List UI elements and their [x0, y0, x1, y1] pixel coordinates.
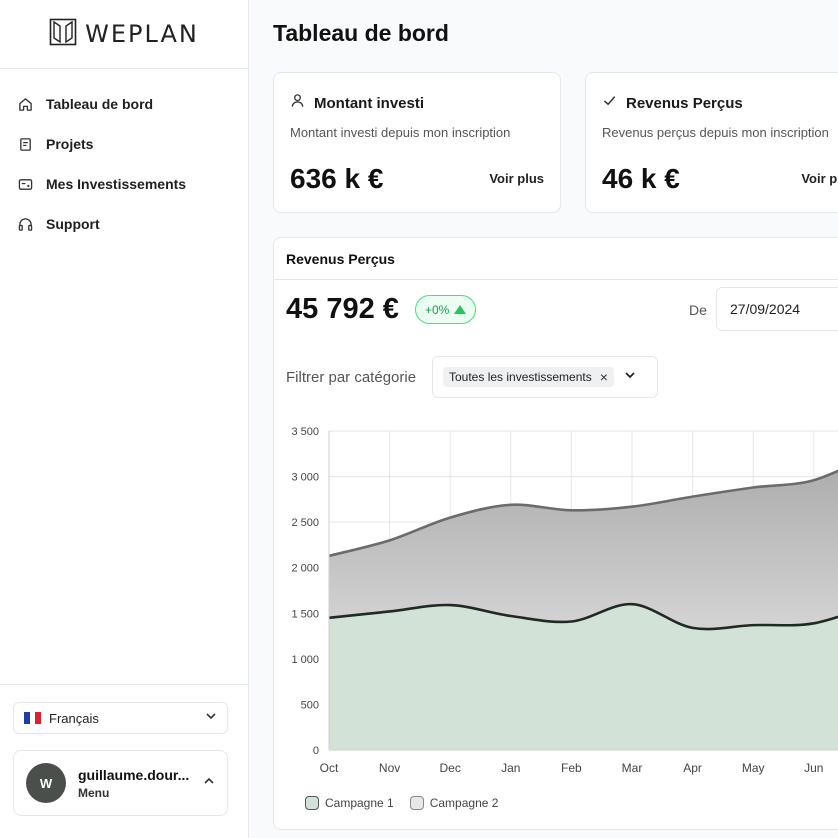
filter-chip-label: Toutes les investissements	[449, 370, 592, 384]
x-tick-label: Dec	[440, 761, 461, 775]
filter-chip: Toutes les investissements ×	[443, 367, 614, 387]
page-title: Tableau de bord	[273, 20, 449, 46]
x-tick-label: Jun	[804, 761, 823, 775]
logo-icon	[49, 18, 77, 51]
divider	[274, 279, 838, 280]
user-menu-label: Menu	[78, 785, 110, 800]
change-value: +0%	[425, 302, 450, 317]
language-label: Français	[49, 710, 99, 726]
sidebar-item-label: Mes Investissements	[46, 176, 187, 192]
sidebar-item-dashboard[interactable]: Tableau de bord	[0, 84, 248, 124]
arrow-up-icon	[454, 305, 467, 314]
document-icon	[17, 136, 33, 152]
sidebar-item-projects[interactable]: Projets	[0, 124, 248, 164]
card-revenue: Revenus Perçus Revenus perçus depuis mon…	[585, 72, 838, 213]
close-icon[interactable]: ×	[599, 369, 608, 385]
headphones-icon	[17, 216, 33, 232]
wallet-icon	[17, 176, 33, 192]
check-icon	[602, 93, 617, 113]
y-tick-label: 2 000	[291, 563, 319, 575]
user-icon	[290, 93, 305, 113]
revenue-panel: Revenus Perçus 45 792 € +0% De Filtrer p…	[273, 237, 838, 830]
y-tick-label: 3 000	[291, 472, 319, 484]
sidebar-item-label: Support	[46, 216, 100, 232]
series-area-campaign-1	[329, 604, 838, 750]
x-tick-label: Oct	[320, 761, 339, 775]
y-tick-label: 2 500	[291, 517, 319, 529]
card-title: Revenus Perçus	[626, 94, 743, 112]
card-value: 636 k €	[290, 163, 384, 194]
y-tick-label: 500	[301, 699, 319, 711]
flag-fr-icon	[24, 712, 42, 724]
series-line-campaign-2	[328, 469, 838, 558]
card-header: Montant investi	[290, 93, 424, 113]
card-header: Revenus Perçus	[602, 93, 743, 113]
chevron-down-icon	[205, 709, 217, 727]
chevron-up-icon	[203, 774, 215, 792]
date-from-label: De	[689, 302, 707, 318]
card-value: 46 k €	[602, 163, 680, 194]
legend-item-campaign-2[interactable]: Campagne 2	[409, 796, 499, 810]
x-tick-label: Apr	[683, 761, 702, 775]
sidebar: WEPLAN Tableau de bord Projets Mes Inves…	[0, 0, 249, 838]
sidebar-item-support[interactable]: Support	[0, 204, 248, 244]
x-tick-label: Feb	[561, 761, 582, 775]
x-tick-label: May	[742, 761, 765, 775]
see-more-link[interactable]: Voir plus	[489, 171, 544, 186]
x-tick-label: Mar	[622, 761, 643, 775]
sidebar-item-investments[interactable]: Mes Investissements	[0, 164, 248, 204]
x-tick-label: Nov	[379, 761, 400, 775]
user-name: guillaume.dour...	[78, 766, 190, 783]
card-description: Revenus perçus depuis mon inscription	[602, 125, 829, 140]
home-icon	[17, 96, 33, 112]
brand-logo[interactable]: WEPLAN	[0, 0, 248, 69]
change-badge: +0%	[415, 295, 477, 324]
x-tick-label: Jan	[501, 761, 520, 775]
sidebar-item-label: Projets	[46, 136, 94, 152]
y-tick-label: 0	[313, 745, 319, 757]
sidebar-item-label: Tableau de bord	[46, 96, 154, 112]
legend-label: Campagne 1	[325, 796, 394, 810]
y-tick-label: 1 500	[291, 608, 319, 620]
legend-swatch	[409, 796, 424, 810]
user-menu[interactable]: W guillaume.dour... Menu	[13, 750, 228, 816]
chevron-down-icon[interactable]	[624, 368, 636, 386]
main-content: Tableau de bord Montant investi Montant …	[249, 0, 838, 838]
card-invested: Montant investi Montant investi depuis m…	[273, 72, 561, 213]
series-line-campaign-1	[328, 602, 838, 631]
filter-label: Filtrer par catégorie	[286, 369, 417, 386]
see-more-link[interactable]: Voir plus	[801, 171, 838, 186]
y-tick-label: 1 000	[291, 654, 319, 666]
sidebar-nav: Tableau de bord Projets Mes Investisseme…	[0, 84, 248, 244]
legend-item-campaign-1[interactable]: Campagne 1	[305, 796, 394, 810]
brand-name: WEPLAN	[85, 20, 199, 48]
legend-swatch	[305, 796, 319, 810]
card-description: Montant investi depuis mon inscription	[290, 125, 511, 140]
date-from-input[interactable]	[716, 287, 838, 331]
sidebar-footer: Français W guillaume.dour... Menu	[0, 684, 248, 838]
revenue-total: 45 792 €	[286, 293, 399, 325]
panel-title: Revenus Perçus	[286, 251, 395, 267]
revenue-chart: 0 500 1 000 1 500 2 000 2 500 3 000 3 500 Oct Nov…	[291, 426, 838, 775]
user-info: guillaume.dour... Menu	[78, 767, 191, 800]
legend-label: Campagne 2	[429, 796, 499, 810]
chart-legend: Campagne 1 Campagne 2	[305, 796, 498, 810]
language-select[interactable]: Français	[13, 702, 228, 734]
category-filter[interactable]: Toutes les investissements ×	[432, 356, 658, 398]
y-tick-label: 3 500	[291, 426, 319, 438]
avatar: W	[26, 763, 66, 803]
card-title: Montant investi	[314, 94, 425, 112]
